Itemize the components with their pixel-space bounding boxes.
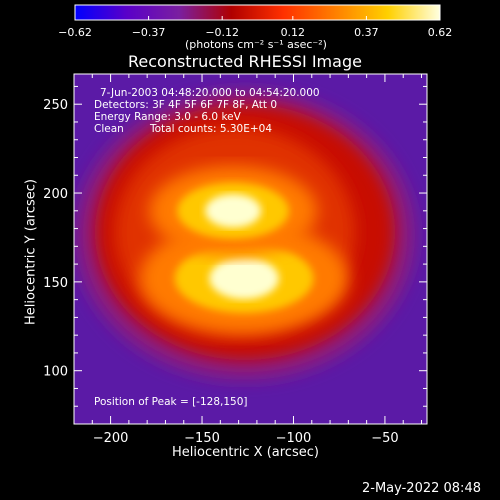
y-tick-labels: 100 150 200 250 bbox=[43, 98, 68, 379]
plot-frame bbox=[73, 73, 428, 425]
y-tick-label: 200 bbox=[43, 187, 68, 202]
footer-timestamp: 2-May-2022 08:48 bbox=[362, 481, 481, 496]
x-tick-label: −100 bbox=[276, 431, 312, 446]
colorbar-tick-labels: −0.62 −0.37 −0.12 0.12 0.37 0.62 bbox=[58, 26, 452, 39]
annotation-time-range: 7-Jun-2003 04:48:20.000 to 04:54:20.000 bbox=[100, 87, 320, 99]
annotation-peak-position: Position of Peak = [-128,150] bbox=[94, 396, 248, 408]
emission-source bbox=[139, 222, 349, 334]
annotation-energy-range: Energy Range: 3.0 - 6.0 keV bbox=[94, 111, 241, 123]
y-tick-label: 150 bbox=[43, 276, 68, 291]
x-tick-labels: −200 −150 −100 −50 bbox=[93, 431, 399, 446]
colorbar bbox=[74, 4, 441, 21]
annotation-method: Clean bbox=[94, 123, 124, 135]
colorbar-tick-label: −0.62 bbox=[58, 26, 92, 39]
x-axis-label: Heliocentric X (arcsec) bbox=[172, 445, 319, 460]
colorbar-ticks bbox=[74, 16, 441, 20]
colorbar-tick-label: 0.37 bbox=[354, 26, 379, 39]
emission-source bbox=[149, 165, 318, 256]
x-tick-label: −50 bbox=[371, 431, 398, 446]
x-tick-label: −150 bbox=[184, 431, 220, 446]
y-tick-label: 250 bbox=[43, 98, 68, 113]
colorbar-tick-label: 0.12 bbox=[281, 26, 306, 39]
colorbar-tick-label: −0.12 bbox=[205, 26, 239, 39]
colorbar-tick-label: 0.62 bbox=[428, 26, 453, 39]
y-axis-label: Heliocentric Y (arcsec) bbox=[23, 179, 39, 325]
colorbar-unit-label: (photons cm⁻² s⁻¹ asec⁻²) bbox=[185, 38, 327, 51]
y-tick-label: 100 bbox=[43, 365, 68, 380]
colorbar-tick-label: −0.37 bbox=[132, 26, 166, 39]
x-tick-label: −200 bbox=[93, 431, 129, 446]
heatmap-image bbox=[74, 74, 427, 424]
chart-title: Reconstructed RHESSI Image bbox=[128, 52, 362, 71]
annotation-total-counts: Total counts: 5.30E+04 bbox=[150, 123, 273, 135]
axis-ticks bbox=[74, 74, 427, 424]
annotation-detectors: Detectors: 3F 4F 5F 6F 7F 8F, Att 0 bbox=[94, 99, 278, 111]
